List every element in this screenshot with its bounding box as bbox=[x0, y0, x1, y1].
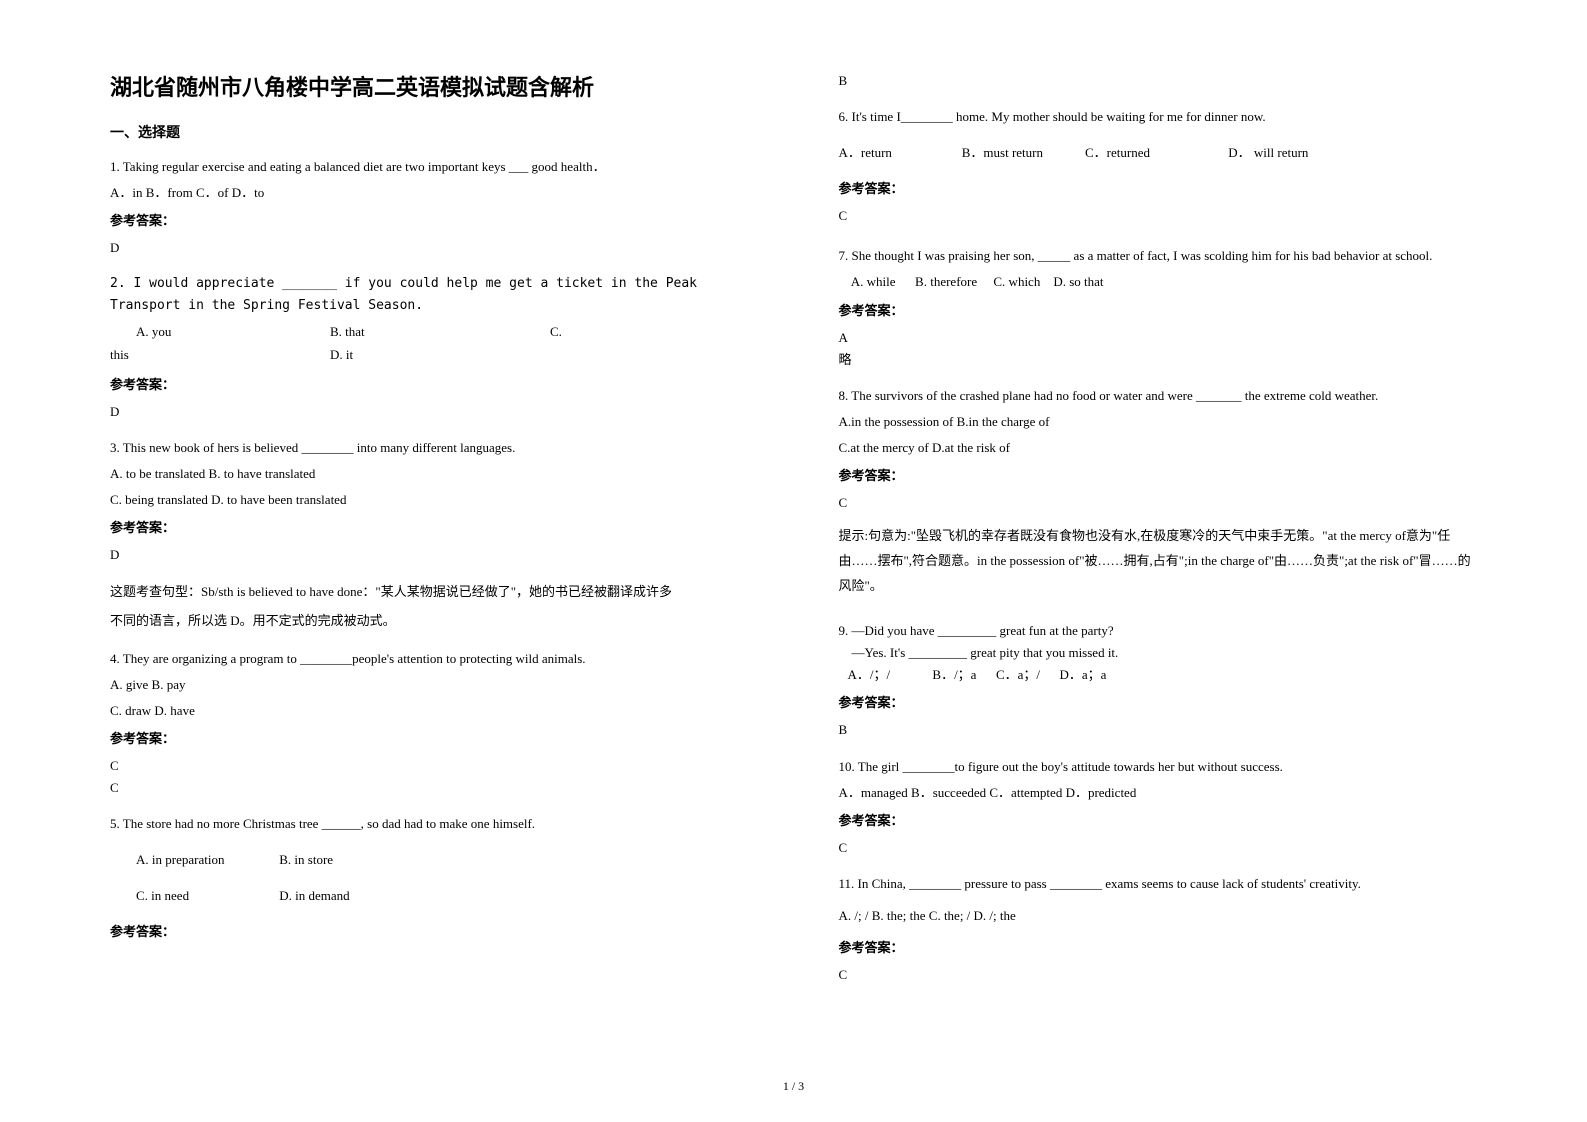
answer-label: 参考答案： bbox=[839, 692, 1478, 711]
answer-label: 参考答案： bbox=[839, 810, 1478, 829]
answer-label: 参考答案： bbox=[110, 517, 749, 536]
question-2: 2. I would appreciate _______ if you cou… bbox=[110, 273, 749, 317]
q8-options-2: C.at the mercy of D.at the risk of bbox=[839, 437, 1478, 459]
question-5: 5. The store had no more Christmas tree … bbox=[110, 813, 749, 835]
q3-options-2: C. being translated D. to have been tran… bbox=[110, 489, 749, 511]
q2-opt-d: D. it bbox=[330, 344, 353, 366]
answer-label: 参考答案： bbox=[110, 728, 749, 747]
q2-opt-a: A. you bbox=[110, 321, 330, 343]
q2-options: A. you B. that C. this D. it bbox=[110, 321, 749, 365]
q2-opt-b: B. that bbox=[330, 321, 550, 343]
q3-explain-2: 不同的语言，所以选 D。用不定式的完成被动式。 bbox=[110, 609, 749, 634]
question-11: 11. In China, ________ pressure to pass … bbox=[839, 873, 1478, 895]
answer-label: 参考答案： bbox=[839, 937, 1478, 956]
q1-answer: D bbox=[110, 237, 749, 259]
answer-label: 参考答案： bbox=[110, 921, 749, 940]
answer-label: 参考答案： bbox=[839, 465, 1478, 484]
q9-answer: B bbox=[839, 719, 1478, 741]
answer-label: 参考答案： bbox=[110, 210, 749, 229]
q5-opt-c: C. in need bbox=[136, 885, 276, 907]
q5-answer: B bbox=[839, 70, 1478, 92]
left-column: 湖北省随州市八角楼中学高二英语模拟试题含解析 一、选择题 1. Taking r… bbox=[90, 70, 794, 1072]
q7-options: A. while B. therefore C. which D. so tha… bbox=[839, 271, 1478, 293]
q8-explain: 提示:句意为:"坠毁飞机的幸存者既没有食物也没有水,在极度寒冷的天气中束手无策。… bbox=[839, 524, 1478, 598]
question-10: 10. The girl ________to figure out the b… bbox=[839, 756, 1478, 778]
q5-opt-a: A. in preparation bbox=[136, 849, 276, 871]
q10-answer: C bbox=[839, 837, 1478, 859]
question-7: 7. She thought I was praising her son, _… bbox=[839, 245, 1478, 267]
q2-answer: D bbox=[110, 401, 749, 423]
question-6: 6. It's time I________ home. My mother s… bbox=[839, 106, 1478, 128]
q11-options: A. /; / B. the; the C. the; / D. /; the bbox=[839, 905, 1478, 927]
q5-opt-b: B. in store bbox=[279, 852, 333, 867]
q4-answer: C bbox=[110, 755, 749, 777]
q3-answer: D bbox=[110, 544, 749, 566]
q1-options: A．in B．from C．of D．to bbox=[110, 182, 749, 204]
q6-opt-a: A．return bbox=[839, 142, 959, 164]
q6-answer: C bbox=[839, 205, 1478, 227]
right-column: B 6. It's time I________ home. My mother… bbox=[794, 70, 1498, 1072]
q4-options-1: A. give B. pay bbox=[110, 674, 749, 696]
q11-answer: C bbox=[839, 964, 1478, 986]
question-1: 1. Taking regular exercise and eating a … bbox=[110, 156, 749, 178]
q8-options-1: A.in the possession of B.in the charge o… bbox=[839, 411, 1478, 433]
q8-answer: C bbox=[839, 492, 1478, 514]
q9-options: A．/；/ B．/；a C．a；/ D．a；a bbox=[839, 664, 1478, 686]
q10-options: A．managed B．succeeded C．attempted D．pred… bbox=[839, 782, 1478, 804]
q6-opt-d: D． will return bbox=[1228, 145, 1308, 160]
page-footer: 1 / 3 bbox=[0, 1079, 1587, 1094]
q5-options-row2: C. in need D. in demand bbox=[110, 885, 749, 907]
q4-options-2: C. draw D. have bbox=[110, 700, 749, 722]
q3-explain-1: 这题考查句型：Sb/sth is believed to have done："… bbox=[110, 580, 749, 605]
section-heading: 一、选择题 bbox=[110, 122, 749, 142]
q6-options: A．return B．must return C．returned D． wil… bbox=[839, 142, 1478, 164]
q7-lue: 略 bbox=[839, 349, 1478, 371]
question-4: 4. They are organizing a program to ____… bbox=[110, 648, 749, 670]
q3-options-1: A. to be translated B. to have translate… bbox=[110, 463, 749, 485]
q6-opt-c: C．returned bbox=[1085, 142, 1225, 164]
answer-label: 参考答案： bbox=[839, 178, 1478, 197]
question-8: 8. The survivors of the crashed plane ha… bbox=[839, 385, 1478, 407]
document-title: 湖北省随州市八角楼中学高二英语模拟试题含解析 bbox=[110, 70, 749, 102]
question-9-line2: —Yes. It's _________ great pity that you… bbox=[839, 642, 1478, 664]
q2-opt-c-prefix: C. bbox=[550, 321, 562, 343]
q5-opt-d: D. in demand bbox=[279, 888, 349, 903]
q7-answer: A bbox=[839, 327, 1478, 349]
page-container: 湖北省随州市八角楼中学高二英语模拟试题含解析 一、选择题 1. Taking r… bbox=[0, 0, 1587, 1122]
q4-answer-2: C bbox=[110, 777, 749, 799]
q5-options-row1: A. in preparation B. in store bbox=[110, 849, 749, 871]
answer-label: 参考答案： bbox=[110, 374, 749, 393]
q2-opt-c: this bbox=[110, 344, 330, 366]
question-9-line1: 9. —Did you have _________ great fun at … bbox=[839, 620, 1478, 642]
answer-label: 参考答案： bbox=[839, 300, 1478, 319]
question-3: 3. This new book of hers is believed ___… bbox=[110, 437, 749, 459]
q6-opt-b: B．must return bbox=[962, 142, 1082, 164]
